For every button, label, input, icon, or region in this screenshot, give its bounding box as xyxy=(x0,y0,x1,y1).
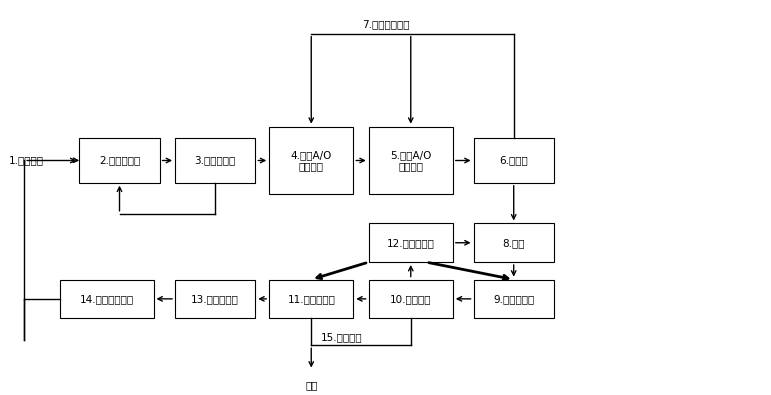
Text: 11.反渗透系统: 11.反渗透系统 xyxy=(288,294,335,304)
Text: 3.污泥沉淀池: 3.污泥沉淀池 xyxy=(194,156,236,166)
Bar xyxy=(269,127,353,194)
Text: 13.浓液收集池: 13.浓液收集池 xyxy=(191,294,239,304)
Bar xyxy=(473,138,554,183)
Bar xyxy=(79,138,160,183)
Text: 9.保安过滤器: 9.保安过滤器 xyxy=(493,294,534,304)
Text: 7.污泥回流管道: 7.污泥回流管道 xyxy=(362,19,410,29)
Text: 12.反冲洗系统: 12.反冲洗系统 xyxy=(387,238,435,248)
Text: 15.回流管道: 15.回流管道 xyxy=(321,332,362,342)
Text: 排放: 排放 xyxy=(305,380,318,390)
Text: 6.二沉池: 6.二沉池 xyxy=(500,156,528,166)
Bar xyxy=(473,280,554,318)
Bar xyxy=(60,280,153,318)
Bar xyxy=(369,224,453,262)
Bar xyxy=(175,280,255,318)
Bar xyxy=(369,127,453,194)
Text: 8.砂滤: 8.砂滤 xyxy=(503,238,525,248)
Bar xyxy=(473,224,554,262)
Text: 4.一级A/O
生化单元: 4.一级A/O 生化单元 xyxy=(291,150,332,171)
Text: 2.厌氧发酵罐: 2.厌氧发酵罐 xyxy=(99,156,140,166)
Text: 10.超滤系统: 10.超滤系统 xyxy=(390,294,432,304)
Text: 14.多效蒸发装置: 14.多效蒸发装置 xyxy=(80,294,134,304)
Bar xyxy=(369,280,453,318)
Bar xyxy=(175,138,255,183)
Text: 5.二级A/O
生化单元: 5.二级A/O 生化单元 xyxy=(390,150,432,171)
Bar xyxy=(269,280,353,318)
Text: 1.废水管道: 1.废水管道 xyxy=(9,155,44,165)
